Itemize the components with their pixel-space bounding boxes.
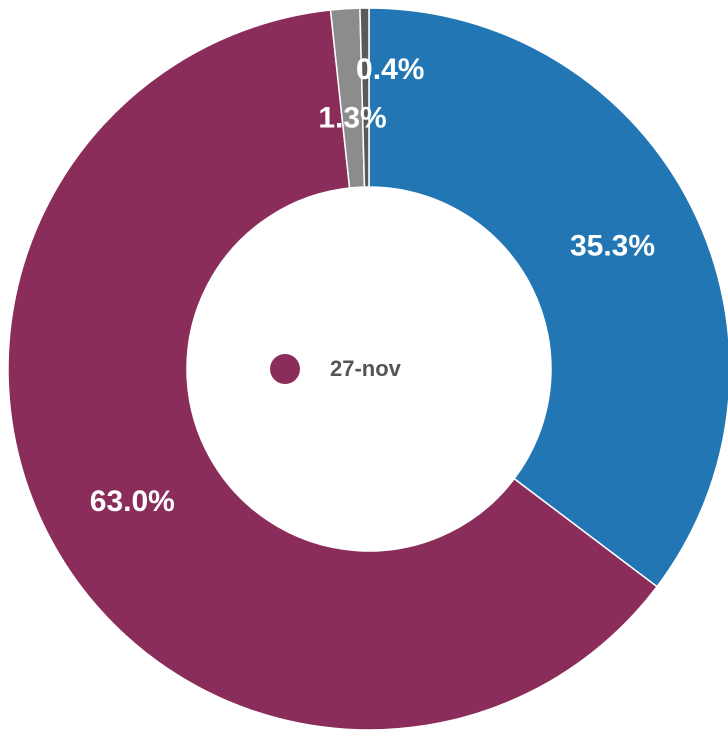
value-label: 63.0% xyxy=(90,485,175,518)
value-label: 0.4% xyxy=(356,53,424,86)
wedges xyxy=(7,7,728,730)
wedge xyxy=(359,7,370,188)
value-label: 1.3% xyxy=(318,101,386,134)
wedge xyxy=(368,7,728,588)
labels: 35.3% 63.0% 1.3% 0.4% xyxy=(90,53,655,518)
legend-marker xyxy=(270,354,300,384)
value-label: 35.3% xyxy=(570,230,655,263)
wedge xyxy=(7,9,659,730)
legend-label: 27-nov xyxy=(330,356,402,381)
